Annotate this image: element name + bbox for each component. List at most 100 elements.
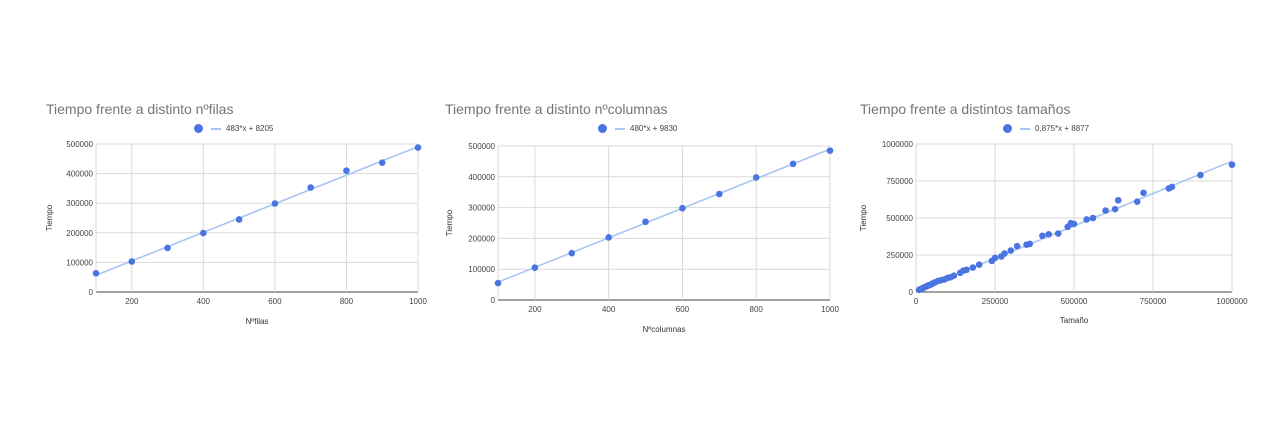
plot-area: 0 100000 200000 300000 400000 500000 200 400 600… bbox=[445, 142, 839, 334]
data-point bbox=[1089, 214, 1097, 222]
x-tick-label: 1000 bbox=[821, 305, 839, 314]
x-tick-label: 600 bbox=[676, 305, 690, 314]
y-tick-label: 250000 bbox=[886, 251, 913, 260]
data-point bbox=[568, 249, 576, 257]
legend-label: 483*x + 8205 bbox=[226, 124, 274, 133]
legend-marker-icon bbox=[1003, 124, 1012, 133]
y-tick-label: 500000 bbox=[886, 214, 913, 223]
data-point bbox=[494, 279, 502, 287]
data-point bbox=[1001, 250, 1008, 257]
data-point bbox=[164, 244, 171, 252]
data-point bbox=[1083, 216, 1090, 223]
data-point bbox=[826, 147, 834, 154]
y-tick-label: 200000 bbox=[66, 229, 93, 238]
legend: 483*x + 8205 bbox=[194, 124, 273, 133]
data-point bbox=[1168, 183, 1176, 191]
x-tick-label: 200 bbox=[528, 305, 542, 314]
x-tick-label: 400 bbox=[197, 297, 211, 306]
x-axis-title: Tamaño bbox=[1060, 316, 1089, 325]
chart-title: Tiempo frente a distinto nºcolumnas bbox=[445, 101, 668, 117]
chart-rows: Tiempo frente a distinto nºfilas 483*x +… bbox=[0, 0, 430, 427]
legend: 0,875*x + 8877 bbox=[1003, 124, 1089, 133]
y-tick-label: 400000 bbox=[468, 173, 495, 182]
data-point bbox=[128, 258, 136, 265]
chart-title: Tiempo frente a distintos tamaños bbox=[860, 101, 1071, 117]
x-tick-label: 800 bbox=[750, 305, 764, 314]
y-tick-label: 500000 bbox=[468, 142, 495, 151]
x-tick-label: 1000000 bbox=[1216, 297, 1248, 306]
data-point bbox=[950, 272, 958, 280]
y-tick-label: 100000 bbox=[66, 258, 93, 267]
y-tick-label: 0 bbox=[909, 288, 914, 297]
legend-trendline-icon bbox=[1020, 127, 1030, 130]
legend-trendline-icon bbox=[211, 127, 221, 130]
data-point bbox=[307, 184, 314, 191]
x-tick-label: 1000 bbox=[409, 297, 427, 306]
plot-area: 0 100000 200000 300000 400000 500000 200 400 600… bbox=[45, 140, 427, 326]
data-point bbox=[1070, 220, 1078, 228]
y-tick-label: 300000 bbox=[66, 199, 93, 208]
y-tick-label: 1000000 bbox=[882, 140, 914, 149]
y-tick-label: 200000 bbox=[468, 234, 495, 243]
data-point bbox=[1111, 205, 1119, 213]
legend-label: 0,875*x + 8877 bbox=[1035, 124, 1090, 133]
chart-columns: Tiempo frente a distinto nºcolumnas 480*… bbox=[445, 101, 839, 334]
data-point bbox=[969, 264, 977, 271]
x-tick-label: 200 bbox=[125, 297, 139, 306]
data-point bbox=[1133, 198, 1141, 206]
x-axis-title: Nºcolumnas bbox=[643, 325, 686, 334]
data-point bbox=[1039, 232, 1046, 240]
trendline bbox=[95, 145, 419, 277]
y-axis-title: Tiempo bbox=[445, 209, 454, 236]
data-point bbox=[1197, 171, 1204, 179]
data-point bbox=[343, 167, 350, 174]
data-point bbox=[679, 204, 686, 212]
data-point bbox=[1026, 240, 1034, 248]
y-axis-title: Tiempo bbox=[859, 204, 868, 231]
data-point bbox=[1054, 230, 1062, 237]
data-point bbox=[531, 264, 539, 271]
data-point bbox=[271, 200, 279, 207]
legend-marker-icon bbox=[194, 124, 203, 133]
data-point bbox=[605, 234, 612, 241]
y-tick-label: 100000 bbox=[468, 265, 495, 274]
data-point bbox=[991, 254, 999, 262]
legend-trendline-icon bbox=[615, 127, 625, 130]
data-point bbox=[642, 218, 649, 226]
y-axis-title: Tiempo bbox=[45, 204, 54, 231]
data-point bbox=[92, 270, 100, 277]
legend-label: 480*x + 9830 bbox=[630, 124, 678, 133]
y-tick-label: 750000 bbox=[886, 177, 913, 186]
trendline bbox=[497, 148, 831, 283]
y-tick-label: 300000 bbox=[468, 204, 495, 213]
x-tick-label: 0 bbox=[914, 297, 919, 306]
data-point bbox=[752, 174, 760, 181]
legend: 480*x + 9830 bbox=[598, 124, 677, 133]
chart-title: Tiempo frente a distinto nºfilas bbox=[46, 101, 234, 117]
y-tick-label: 0 bbox=[89, 288, 94, 297]
data-point bbox=[716, 190, 723, 198]
data-point bbox=[1114, 196, 1122, 204]
x-tick-label: 250000 bbox=[982, 297, 1009, 306]
data-point bbox=[1007, 247, 1015, 254]
data-point bbox=[1045, 230, 1053, 238]
x-tick-label: 600 bbox=[268, 297, 282, 306]
x-tick-label: 800 bbox=[340, 297, 354, 306]
y-tick-label: 0 bbox=[491, 296, 496, 305]
legend-marker-icon bbox=[598, 124, 607, 133]
x-axis-title: Nºfilas bbox=[246, 317, 269, 326]
x-tick-label: 400 bbox=[602, 305, 616, 314]
data-point bbox=[200, 229, 207, 237]
data-point bbox=[1013, 242, 1021, 250]
data-point bbox=[378, 159, 386, 166]
data-point bbox=[975, 261, 983, 268]
data-point bbox=[963, 266, 970, 274]
data-point bbox=[1140, 189, 1147, 197]
x-tick-label: 750000 bbox=[1140, 297, 1167, 306]
data-point bbox=[414, 144, 422, 151]
data-point bbox=[789, 160, 797, 168]
data-point bbox=[235, 216, 243, 223]
x-tick-label: 500000 bbox=[1061, 297, 1088, 306]
